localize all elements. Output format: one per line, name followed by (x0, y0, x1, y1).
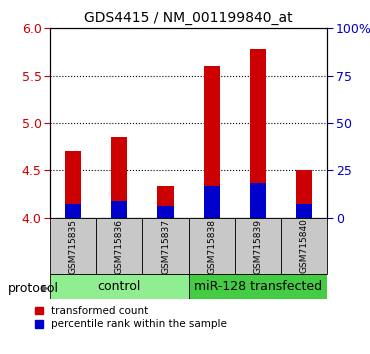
Text: GSM715838: GSM715838 (207, 218, 216, 274)
Text: GSM715835: GSM715835 (68, 218, 78, 274)
Bar (111, 137, 127, 218)
Text: GSM715840: GSM715840 (300, 218, 309, 274)
Bar (296, 205, 312, 218)
Bar (142, 218, 189, 274)
Bar (96, 218, 142, 274)
Legend: transformed count, percentile rank within the sample: transformed count, percentile rank withi… (35, 306, 227, 329)
Bar (158, 187, 174, 218)
Bar (189, 218, 235, 274)
Text: protocol: protocol (7, 282, 58, 295)
Text: GSM715839: GSM715839 (253, 218, 263, 274)
Bar (50, 274, 189, 299)
Bar (65, 152, 81, 218)
Title: GDS4415 / NM_001199840_at: GDS4415 / NM_001199840_at (84, 11, 293, 24)
Bar (281, 218, 327, 274)
Text: GSM715837: GSM715837 (161, 218, 170, 274)
Bar (50, 218, 96, 274)
Bar (189, 274, 327, 299)
Bar (250, 183, 266, 218)
Bar (250, 49, 266, 218)
Bar (204, 66, 220, 218)
Bar (204, 185, 220, 218)
Bar (158, 206, 174, 218)
Bar (65, 204, 81, 218)
Bar (111, 201, 127, 218)
Text: control: control (98, 280, 141, 293)
Bar (235, 218, 281, 274)
Bar (296, 170, 312, 218)
Text: miR-128 transfected: miR-128 transfected (194, 280, 322, 293)
Text: GSM715836: GSM715836 (115, 218, 124, 274)
